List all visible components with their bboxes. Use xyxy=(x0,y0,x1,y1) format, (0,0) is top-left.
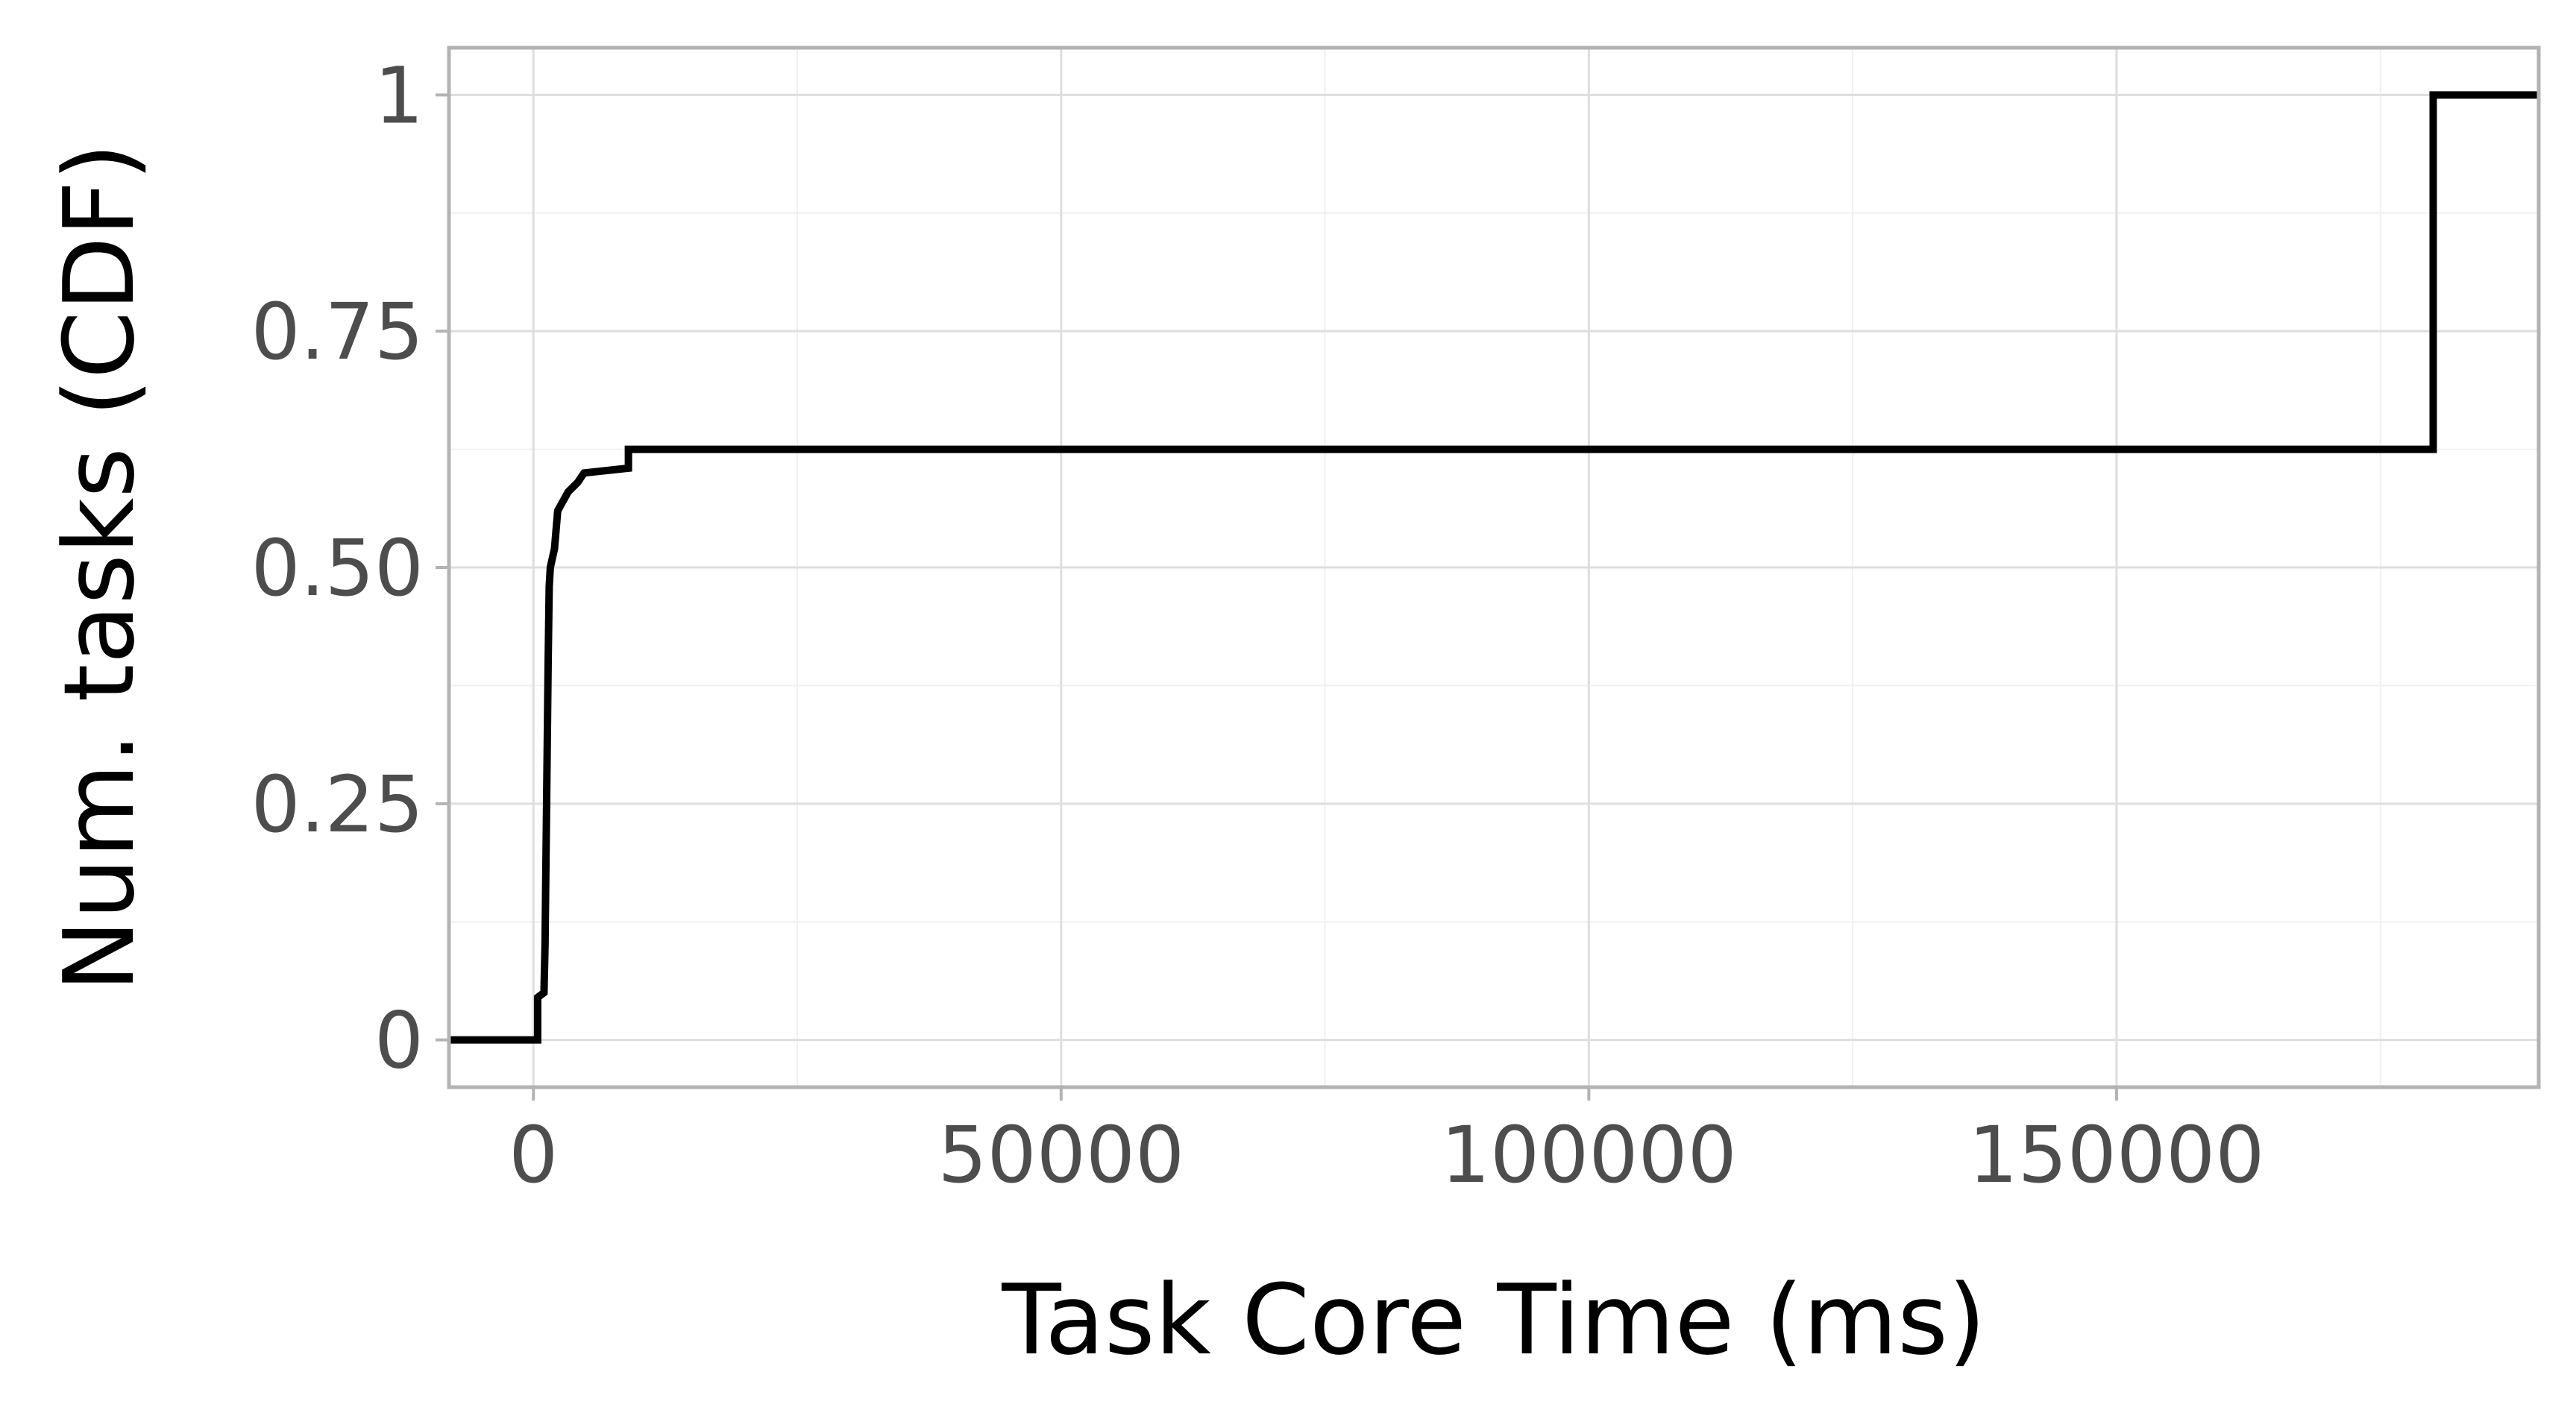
y-tick-label: 0 xyxy=(374,995,424,1086)
axis-ticks: 0 50000 100000 150000 0 0.25 0.50 0.75 1 xyxy=(251,50,2264,1201)
series-layer xyxy=(449,91,2539,1044)
y-tick-label: 1 xyxy=(374,50,424,141)
x-tick-label: 150000 xyxy=(1968,1110,2264,1201)
x-tick-label: 50000 xyxy=(937,1110,1184,1201)
x-tick-label: 100000 xyxy=(1441,1110,1737,1201)
x-tick-label: 0 xyxy=(509,1110,558,1201)
grid-lines xyxy=(449,48,2539,1087)
y-tick-label: 0.25 xyxy=(251,759,424,850)
y-tick-label: 0.50 xyxy=(251,523,424,614)
cdf-series-line xyxy=(449,91,2539,1044)
y-axis-title: Num. tasks (CDF) xyxy=(43,143,156,992)
x-axis-title: Task Core Time (ms) xyxy=(1001,1263,1985,1376)
y-tick-label: 0.75 xyxy=(251,286,424,377)
